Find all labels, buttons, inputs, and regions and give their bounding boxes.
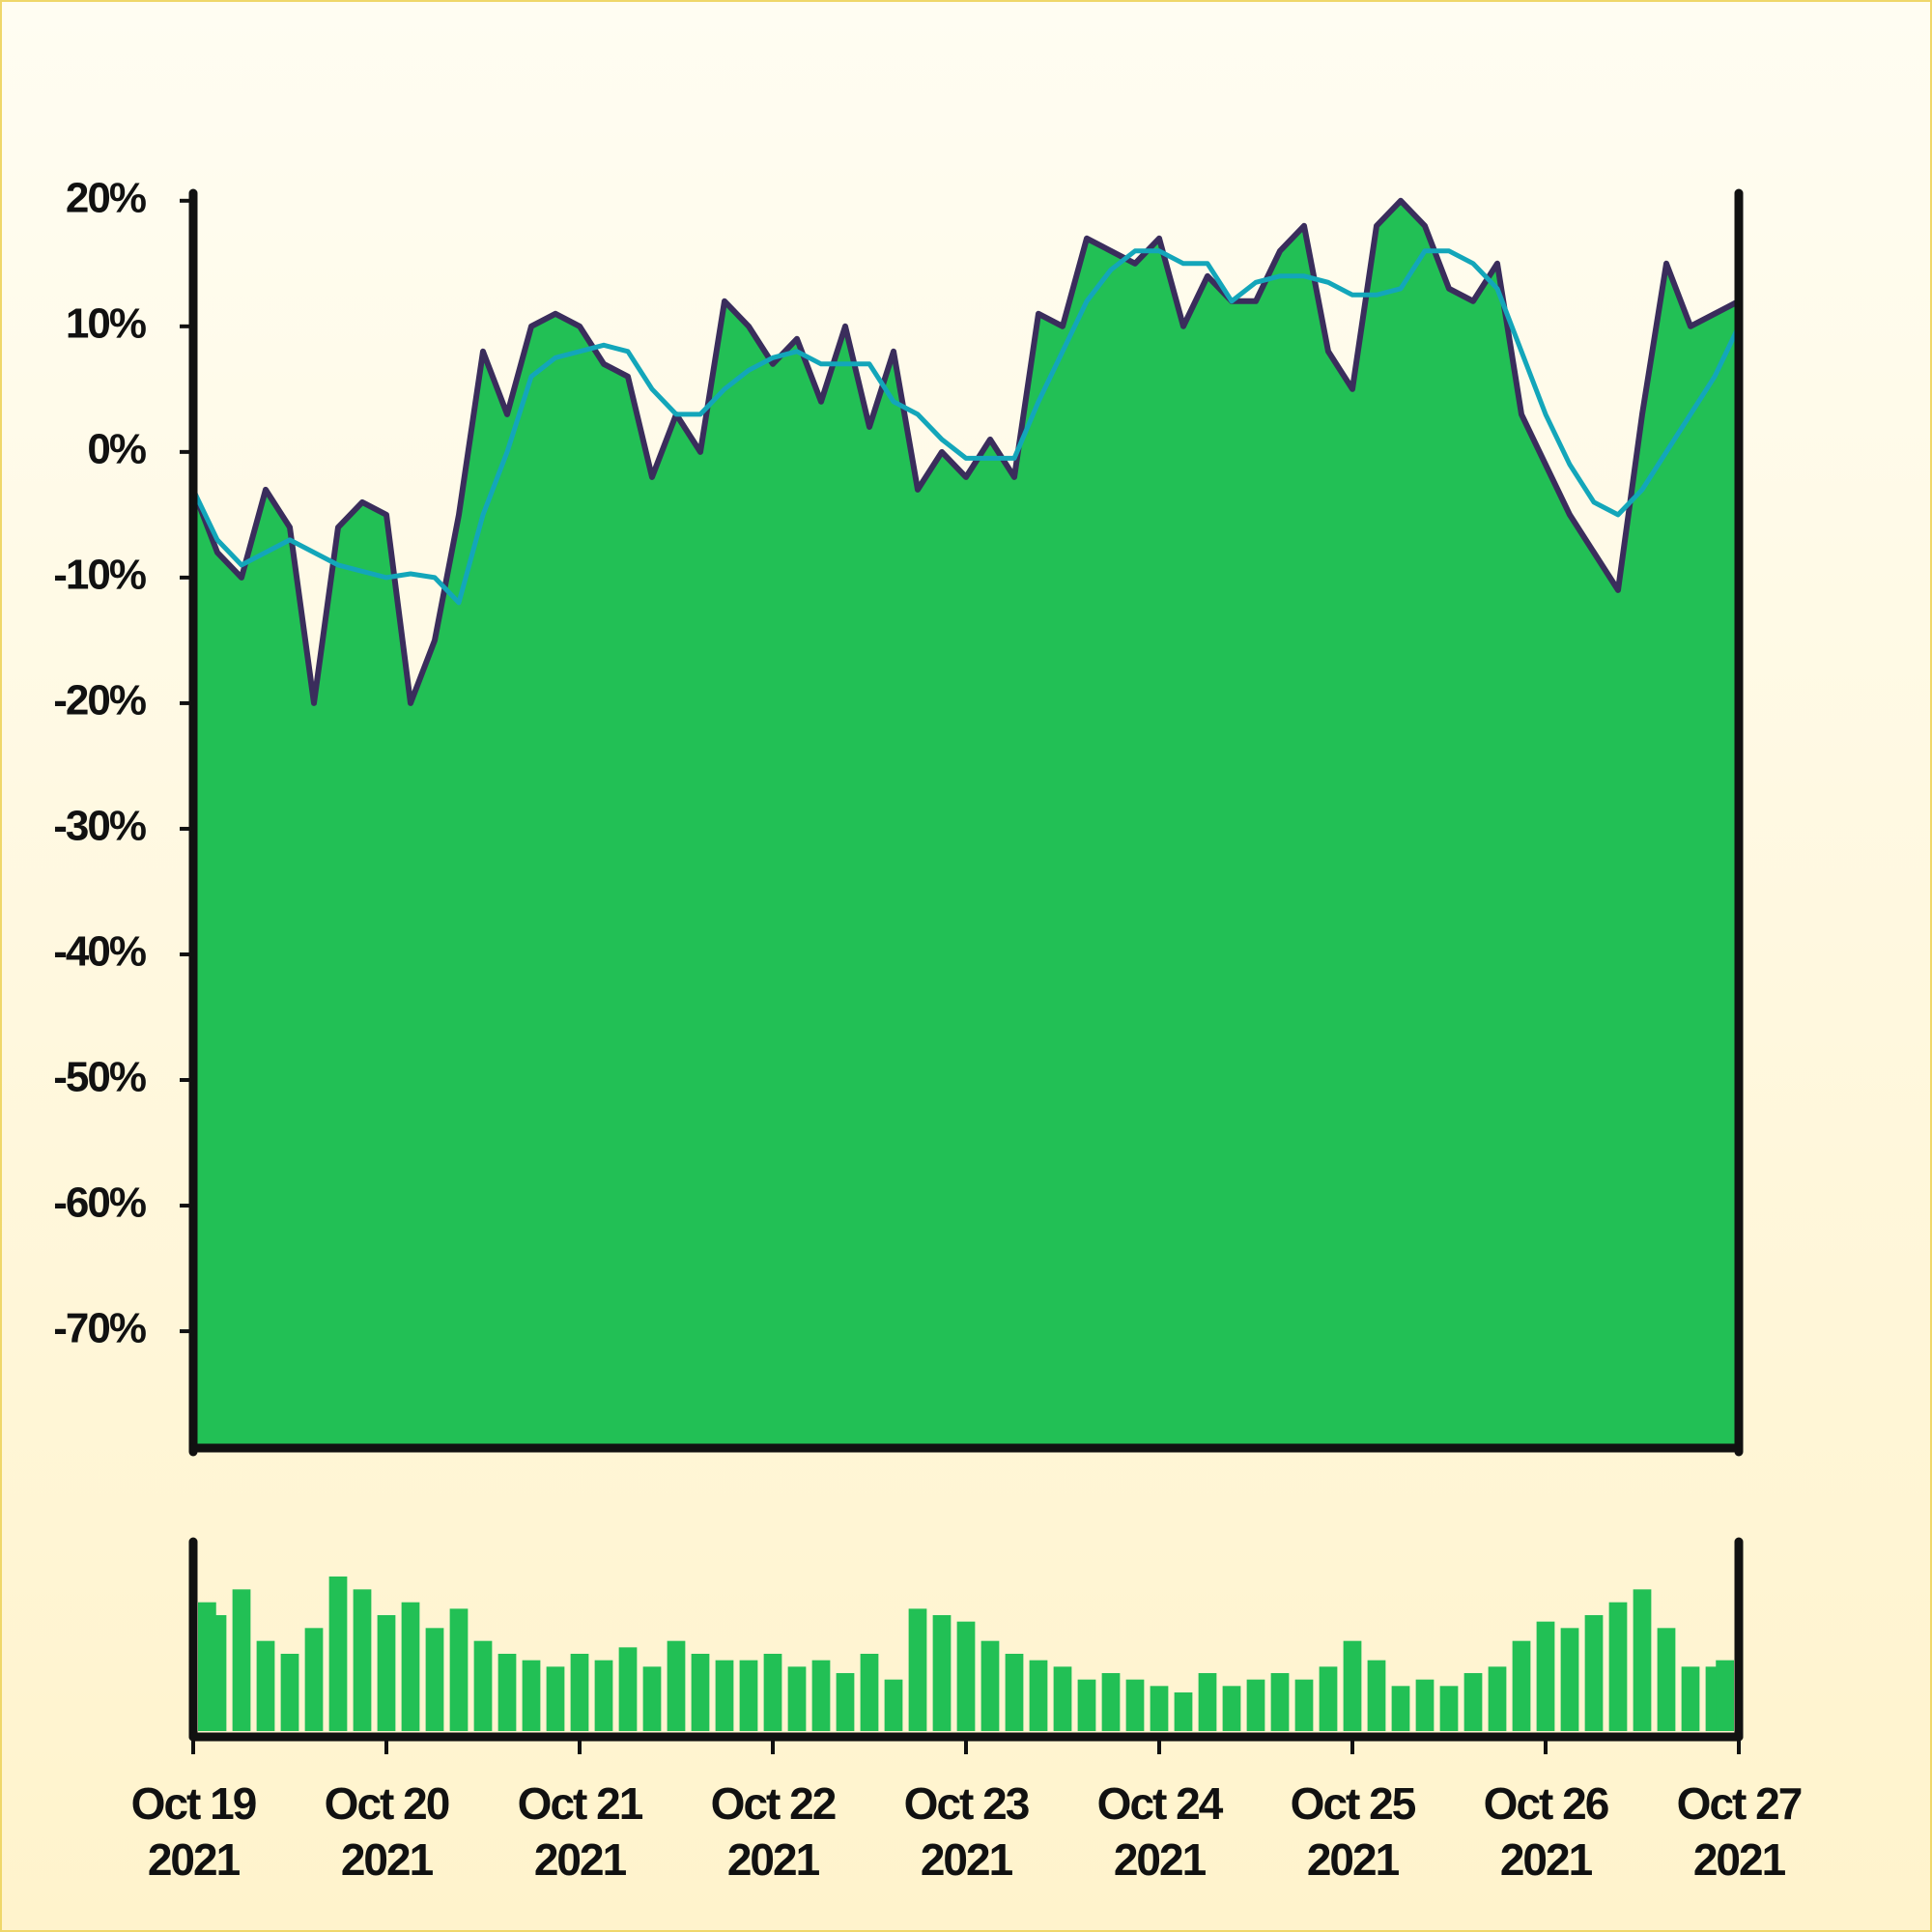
x-tick-label: Oct 20 2021	[324, 1778, 451, 1885]
area	[193, 200, 1739, 1448]
volume-bar	[932, 1615, 952, 1731]
volume-bar	[1077, 1679, 1096, 1731]
volume-bar	[1319, 1666, 1338, 1731]
volume-bar	[980, 1640, 1000, 1731]
x-tick-label: Oct 21 2021	[517, 1778, 644, 1885]
y-tick-label: -70%	[53, 1305, 146, 1352]
y-tick-label: -30%	[53, 803, 146, 850]
volume-bar	[1488, 1666, 1507, 1731]
volume-bar	[667, 1640, 686, 1731]
volume-bar	[594, 1660, 613, 1731]
volume-bar	[1439, 1686, 1459, 1731]
volume-bar	[1512, 1640, 1531, 1731]
volume-bar	[787, 1666, 807, 1731]
volume-bar	[1222, 1686, 1241, 1731]
volume-bar	[739, 1660, 758, 1731]
y-tick-label: -40%	[53, 928, 146, 976]
y-tick-label: 0%	[87, 425, 145, 472]
volume-bar	[811, 1660, 831, 1731]
volume-bar	[1716, 1660, 1734, 1731]
volume-bar	[353, 1589, 372, 1731]
volume-bar	[570, 1654, 589, 1731]
volume-bar	[377, 1615, 396, 1731]
volume-bar	[1343, 1640, 1362, 1731]
volume-bar	[546, 1666, 565, 1731]
y-tick-label: 20%	[66, 174, 146, 221]
volume-bar	[208, 1615, 227, 1731]
volume-bar	[280, 1654, 299, 1731]
volume-bar	[1150, 1686, 1169, 1731]
volume-bar	[522, 1660, 541, 1731]
volume-bar	[232, 1589, 251, 1731]
volume-bar	[1125, 1679, 1145, 1731]
y-tick-label: -20%	[53, 677, 146, 724]
volume-bar	[860, 1654, 879, 1731]
volume-bar	[1391, 1686, 1410, 1731]
volume-bar	[1053, 1666, 1072, 1731]
x-tick-label: Oct 27 2021	[1676, 1778, 1804, 1885]
volume-bar	[884, 1679, 903, 1731]
volume-bar	[304, 1628, 324, 1731]
x-tick-label: Oct 26 2021	[1483, 1778, 1610, 1885]
volume-bar	[1367, 1660, 1386, 1731]
volume-bar	[401, 1602, 420, 1731]
volume-bar	[715, 1660, 734, 1731]
x-tick-label: Oct 19 2021	[130, 1778, 258, 1885]
line	[190, 248, 1742, 606]
volume-bar	[1005, 1654, 1024, 1731]
volume-bar	[1029, 1660, 1048, 1731]
volume-bar	[1560, 1628, 1579, 1731]
x-tick-label: Oct 22 2021	[710, 1778, 838, 1885]
volume-bar	[956, 1621, 976, 1731]
x-tick-label: Oct 25 2021	[1290, 1778, 1417, 1885]
x-tick-label: Oct 23 2021	[903, 1778, 1031, 1885]
volume-bar	[1198, 1673, 1217, 1731]
volume-bar	[642, 1666, 662, 1731]
volume-bar	[1657, 1628, 1676, 1731]
volume-bar	[473, 1640, 493, 1731]
y-tick-label: -60%	[53, 1179, 146, 1227]
volume-bar	[1246, 1679, 1265, 1731]
volume-bar	[256, 1640, 275, 1731]
volume-bar	[425, 1628, 444, 1731]
x-tick-label: Oct 24 2021	[1096, 1778, 1224, 1885]
volume-bar	[497, 1654, 517, 1731]
volume-bar	[836, 1673, 855, 1731]
volume-bar	[328, 1577, 348, 1731]
volume-bar	[1681, 1666, 1700, 1731]
volume-bar	[1270, 1673, 1290, 1731]
volume-bar	[908, 1608, 927, 1731]
y-tick-label: 10%	[66, 299, 146, 347]
volume-bar	[1174, 1692, 1193, 1731]
volume-bar	[1633, 1589, 1652, 1731]
volume-bar	[1536, 1621, 1555, 1731]
volume-bar	[1608, 1602, 1628, 1731]
volume-bar	[618, 1647, 638, 1731]
y-tick-label: -50%	[53, 1054, 146, 1101]
volume-bar	[1584, 1615, 1604, 1731]
volume-bar	[1294, 1679, 1314, 1731]
volume-bar	[449, 1608, 469, 1731]
volume-bar	[1415, 1679, 1435, 1731]
volume-bar	[763, 1654, 782, 1731]
volume-bar	[1463, 1673, 1483, 1731]
y-tick-label: -10%	[53, 552, 146, 599]
volume-bar	[691, 1654, 710, 1731]
volume-bar	[1101, 1673, 1121, 1731]
line	[190, 197, 1741, 706]
